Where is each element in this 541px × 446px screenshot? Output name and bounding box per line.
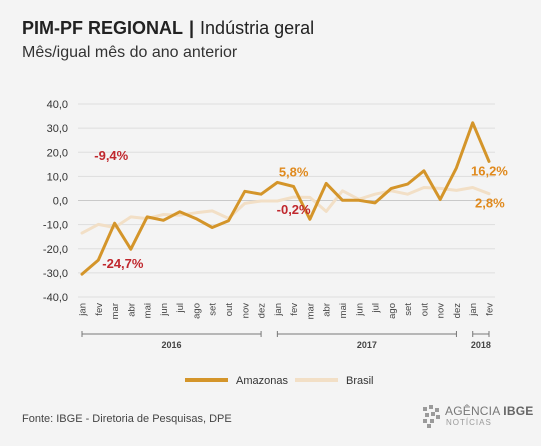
x-tick-label: mai (143, 303, 154, 318)
x-tick-label: jul (175, 303, 186, 314)
x-tick-label: mar (110, 303, 121, 319)
x-tick-label: nov (436, 303, 447, 319)
chart-title: PIM-PF REGIONAL | Indústria geral (22, 18, 314, 39)
x-tick-label: fev (289, 303, 300, 316)
x-tick-label: out (224, 303, 235, 317)
x-tick-label: set (403, 303, 414, 316)
y-tick-label: -10,0 (43, 220, 68, 232)
x-tick-label: abr (322, 303, 333, 317)
logo-text: AGÊNCIA IBGE (445, 404, 533, 418)
source-note: Fonte: IBGE - Diretoria de Pesquisas, DP… (22, 413, 232, 425)
y-tick-label: -40,0 (43, 292, 68, 304)
x-tick-label: jun (354, 303, 365, 317)
line-chart: 40,0 30,0 20,0 10,0 0,0 -10,0 -20,0 -30,0 -40,0 j… (43, 99, 508, 387)
x-tick-label: jun (159, 303, 170, 317)
logo-text-bold: IBGE (503, 404, 534, 418)
y-tick-label: -30,0 (43, 268, 68, 280)
ibge-logo-icon (423, 405, 440, 428)
x-tick-label: dez (257, 303, 268, 319)
series-line-amazonas (80, 121, 491, 276)
y-tick-label: 0,0 (53, 196, 68, 208)
data-label: -9,4% (94, 148, 128, 163)
x-tick-label: dez (452, 303, 463, 319)
year-label: 2017 (357, 340, 377, 350)
logo-text-main: AGÊNCIA (445, 404, 500, 418)
x-tick-label: jul (371, 303, 382, 314)
data-label: -24,7% (102, 256, 144, 271)
y-tick-label: 40,0 (47, 99, 68, 111)
x-tick-label: fev (94, 303, 105, 316)
y-tick-label: 30,0 (47, 123, 68, 135)
chart-title-bold: PIM-PF REGIONAL (22, 18, 183, 38)
y-tick-label: -20,0 (43, 244, 68, 256)
x-tick-label: nov (240, 303, 251, 319)
x-tick-label: fev (485, 303, 496, 316)
x-tick-label: ago (191, 303, 202, 319)
data-label: 5,8% (279, 165, 309, 180)
x-tick-label: jan (468, 303, 479, 317)
x-tick-label: mar (305, 303, 316, 319)
x-tick-label: mai (338, 303, 349, 318)
chart-subtitle: Mês/igual mês do ano anterior (22, 44, 238, 61)
agencia-ibge-logo: AGÊNCIA IBGE NOTÍCIAS (423, 402, 533, 432)
data-label: 16,2% (471, 163, 508, 178)
x-tick-label: out (419, 303, 430, 317)
year-label: 2018 (471, 340, 491, 350)
year-label: 2016 (162, 340, 182, 350)
chart-title-rest: Indústria geral (200, 18, 315, 38)
x-tick-label: abr (126, 303, 137, 317)
legend-label-brasil: Brasil (346, 375, 374, 387)
title-separator: | (189, 18, 195, 38)
y-tick-label: 20,0 (47, 147, 68, 159)
x-tick-label: set (208, 303, 219, 316)
x-tick-label: ago (387, 303, 398, 319)
legend-label-amazonas: Amazonas (236, 375, 288, 387)
data-label: -0,2% (277, 202, 311, 217)
x-tick-label: jan (78, 303, 89, 317)
x-tick-label: jan (273, 303, 284, 317)
logo-subtext: NOTÍCIAS (446, 418, 492, 427)
data-label: 2,8% (475, 196, 505, 211)
y-tick-label: 10,0 (47, 171, 68, 183)
